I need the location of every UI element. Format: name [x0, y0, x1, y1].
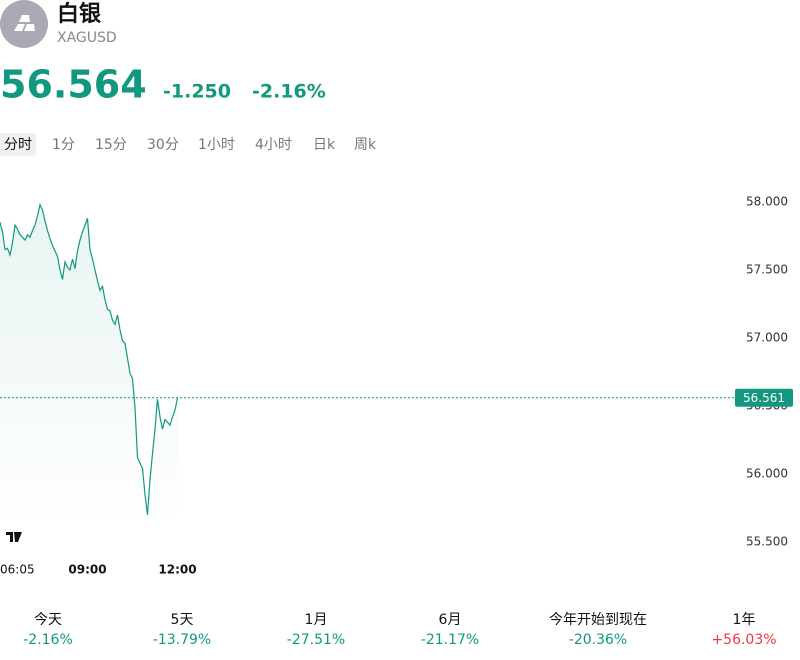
period-return: -21.17% — [421, 632, 479, 648]
period-label[interactable]: 5天 — [171, 612, 194, 628]
period-return: -2.16% — [23, 632, 73, 648]
tab[interactable]: 4小时 — [255, 137, 292, 153]
y-tick-label: 58.000 — [746, 195, 788, 209]
x-tick-label: 12:00 — [158, 563, 196, 577]
chart: 55.50056.00056.50057.00057.50058.00006:0… — [0, 195, 793, 577]
period-label[interactable]: 1月 — [305, 612, 328, 628]
asset-icon — [0, 0, 48, 48]
y-tick-label: 55.500 — [746, 535, 788, 549]
price-change: -1.250 — [163, 81, 231, 103]
tab[interactable]: 日k — [313, 137, 336, 153]
period-return: -20.36% — [569, 632, 627, 648]
area — [0, 204, 178, 530]
tab-active-bg — [0, 133, 36, 156]
last-price-label: 56.561 — [743, 391, 785, 405]
y-tick-label: 57.000 — [746, 331, 788, 345]
period-label[interactable]: 6月 — [439, 612, 462, 628]
asset-name: 白银 — [57, 1, 102, 27]
tab[interactable]: 1小时 — [198, 137, 235, 153]
y-tick-label: 57.500 — [746, 263, 788, 277]
price: 56.564 — [0, 63, 147, 107]
x-tick-label: 06:05 — [0, 563, 35, 577]
period-return: +56.03% — [711, 632, 776, 648]
tab[interactable]: 分时 — [4, 137, 32, 153]
price-line — [0, 202, 179, 515]
x-tick-label: 09:00 — [68, 563, 106, 577]
tab[interactable]: 30分 — [147, 137, 179, 153]
last-price-badge — [735, 388, 793, 407]
price-change-pct: -2.16% — [252, 81, 326, 103]
tab[interactable]: 15分 — [95, 137, 127, 153]
tab[interactable]: 周k — [354, 137, 377, 153]
period-return: -27.51% — [287, 632, 345, 648]
period-label[interactable]: 今年开始到现在 — [549, 612, 647, 628]
period-return: -13.79% — [153, 632, 211, 648]
period-label[interactable]: 1年 — [733, 612, 756, 628]
tab[interactable]: 1分 — [52, 137, 75, 153]
period-returns: 今天 -2.16% 5天 -13.79% 1月 -27.51% 6月 -21.17% 今年开始到… — [23, 612, 776, 648]
timeframe-tabs: 分时 1分 15分 30分 1小时 4小时 日k 周k — [0, 133, 377, 156]
asset-symbol: XAGUSD — [57, 30, 117, 46]
tradingview-logo — [1, 523, 27, 549]
period-label[interactable]: 今天 — [34, 612, 62, 628]
y-tick-label: 56.000 — [746, 467, 788, 481]
